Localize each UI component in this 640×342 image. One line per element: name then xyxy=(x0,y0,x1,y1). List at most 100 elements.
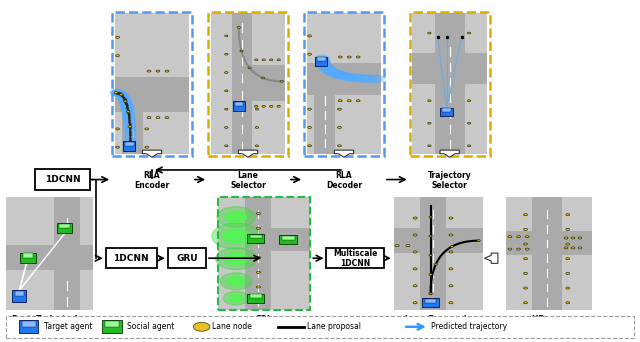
Circle shape xyxy=(223,229,250,243)
Circle shape xyxy=(115,92,127,98)
Circle shape xyxy=(321,65,335,73)
Circle shape xyxy=(344,74,358,81)
Text: Multiscale
1DCNN: Multiscale 1DCNN xyxy=(333,249,378,268)
Circle shape xyxy=(122,109,134,116)
Text: Lane Proposals: Lane Proposals xyxy=(405,315,472,324)
Circle shape xyxy=(524,258,527,260)
Circle shape xyxy=(337,72,350,79)
Bar xyxy=(19,320,38,333)
Circle shape xyxy=(225,108,228,110)
Circle shape xyxy=(323,67,336,74)
Circle shape xyxy=(116,55,120,57)
Bar xyxy=(22,253,33,258)
Circle shape xyxy=(257,286,260,288)
Bar xyxy=(211,13,285,154)
Circle shape xyxy=(371,75,385,82)
Circle shape xyxy=(255,105,258,107)
Circle shape xyxy=(225,35,228,37)
Text: S2L: S2L xyxy=(255,315,273,324)
Bar xyxy=(6,245,93,270)
Text: Trajectory
Selector: Trajectory Selector xyxy=(428,171,472,190)
Circle shape xyxy=(116,92,128,98)
Circle shape xyxy=(308,53,312,55)
Text: GRU: GRU xyxy=(176,254,198,263)
Circle shape xyxy=(571,237,575,239)
Circle shape xyxy=(322,66,335,74)
Text: Lane
Selector: Lane Selector xyxy=(230,171,266,190)
Circle shape xyxy=(113,90,125,97)
Circle shape xyxy=(356,100,360,102)
Circle shape xyxy=(524,228,527,231)
Circle shape xyxy=(348,56,351,58)
Circle shape xyxy=(111,89,123,96)
Circle shape xyxy=(413,268,417,270)
Bar xyxy=(59,224,70,228)
Circle shape xyxy=(319,63,332,70)
Circle shape xyxy=(217,207,255,227)
Circle shape xyxy=(229,294,243,302)
Circle shape xyxy=(525,248,529,250)
Circle shape xyxy=(429,216,432,218)
Circle shape xyxy=(220,273,252,290)
Text: RLA
Decoder: RLA Decoder xyxy=(326,171,362,190)
Circle shape xyxy=(566,243,570,245)
Circle shape xyxy=(225,53,228,55)
Circle shape xyxy=(320,65,333,72)
Circle shape xyxy=(348,100,351,102)
Bar xyxy=(168,248,206,268)
Circle shape xyxy=(566,214,570,216)
Bar xyxy=(442,108,451,112)
Circle shape xyxy=(113,90,125,96)
Bar xyxy=(235,102,243,106)
Circle shape xyxy=(255,145,259,147)
Bar xyxy=(314,63,335,154)
Circle shape xyxy=(257,242,260,244)
Circle shape xyxy=(449,234,453,236)
Bar xyxy=(22,321,35,327)
Circle shape xyxy=(477,240,481,241)
Circle shape xyxy=(566,302,570,304)
Circle shape xyxy=(332,71,345,78)
Circle shape xyxy=(120,101,132,107)
Circle shape xyxy=(566,287,570,289)
Circle shape xyxy=(319,64,333,71)
Circle shape xyxy=(524,272,527,274)
Text: Target agent: Target agent xyxy=(44,322,92,331)
Bar xyxy=(394,228,483,253)
Bar xyxy=(250,235,262,238)
Bar xyxy=(115,77,189,112)
Circle shape xyxy=(257,256,260,259)
Circle shape xyxy=(316,57,330,64)
Text: Past  Trajectories: Past Trajectories xyxy=(12,315,87,324)
Circle shape xyxy=(128,126,132,128)
Circle shape xyxy=(255,127,259,128)
Circle shape xyxy=(467,32,470,34)
Circle shape xyxy=(339,73,352,80)
Bar xyxy=(316,57,328,66)
Bar xyxy=(115,13,189,154)
Circle shape xyxy=(346,74,360,81)
Circle shape xyxy=(449,251,453,253)
Circle shape xyxy=(156,70,160,72)
Bar xyxy=(506,231,592,255)
Circle shape xyxy=(328,69,341,77)
Bar xyxy=(124,141,136,151)
Bar xyxy=(250,294,262,298)
Bar xyxy=(307,13,381,154)
Bar xyxy=(122,77,143,112)
Bar xyxy=(125,142,134,146)
Circle shape xyxy=(118,96,131,103)
Circle shape xyxy=(449,217,453,219)
Circle shape xyxy=(308,35,312,37)
Bar xyxy=(314,63,335,95)
Circle shape xyxy=(255,108,259,110)
Circle shape xyxy=(248,67,252,69)
Circle shape xyxy=(124,140,136,146)
Circle shape xyxy=(126,111,130,113)
Circle shape xyxy=(165,117,169,119)
Circle shape xyxy=(428,32,431,34)
Circle shape xyxy=(165,70,169,72)
Circle shape xyxy=(122,105,133,111)
Bar xyxy=(412,53,487,84)
Circle shape xyxy=(429,274,432,275)
